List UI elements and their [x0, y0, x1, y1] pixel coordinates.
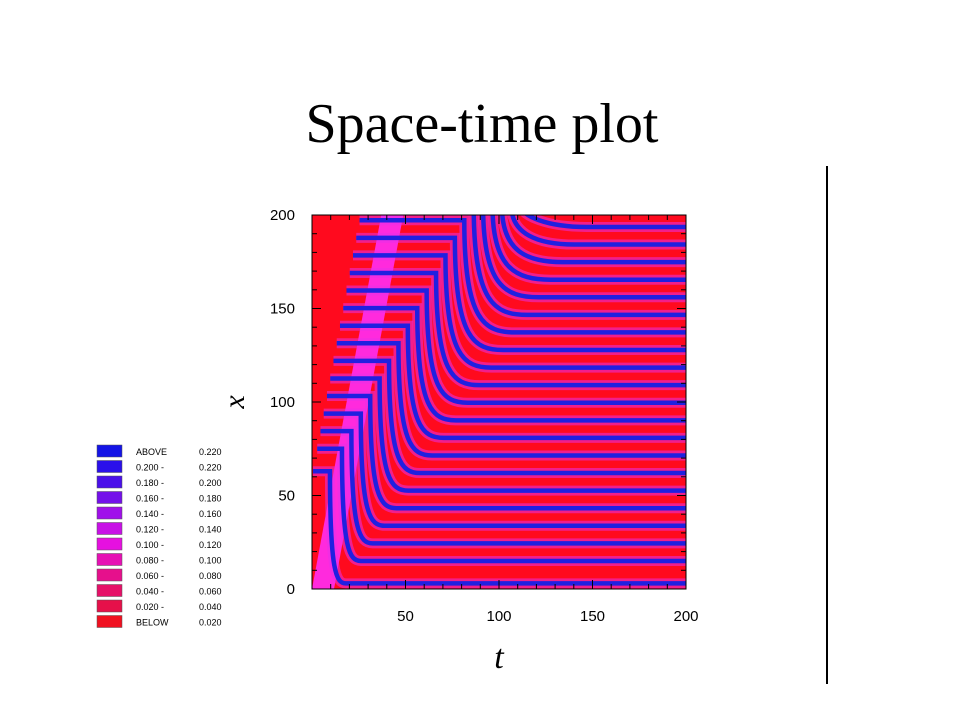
- legend-range-label: 0.160 -: [136, 494, 164, 504]
- legend-value-label: 0.160: [199, 509, 222, 519]
- stripe-core: [320, 428, 686, 546]
- legend-value-label: 0.120: [199, 540, 222, 550]
- stripe-core: [313, 468, 686, 586]
- legend-swatch: [96, 568, 123, 582]
- stripe-core: [330, 376, 686, 493]
- legend-value-label: 0.140: [199, 525, 222, 535]
- legend-value-label: 0.220: [199, 447, 222, 457]
- legend-value-label: 0.080: [199, 571, 222, 581]
- heatmap-field: [312, 215, 686, 589]
- x-tick-label: 100: [486, 608, 511, 625]
- legend-range-label: 0.040 -: [136, 587, 164, 597]
- x-tick-label: 150: [580, 608, 605, 625]
- legend-value-label: 0.100: [199, 556, 222, 566]
- stripe-core: [343, 305, 686, 423]
- stripe-core: [346, 288, 686, 405]
- legend-swatch: [96, 553, 123, 566]
- legend-value-label: 0.180: [199, 494, 222, 504]
- x-tick-label: 200: [673, 608, 698, 625]
- legend-range-label: 0.100 -: [136, 540, 164, 550]
- legend-swatch: [96, 475, 123, 489]
- legend-swatch: [96, 491, 123, 504]
- x-tick-labels: 50 100 150 200: [397, 608, 698, 625]
- legend-swatch: [96, 522, 123, 535]
- stripe-core: [326, 393, 686, 511]
- stripe-core: [524, 215, 686, 230]
- x-axis-label: t: [494, 639, 505, 676]
- y-tick-label: 100: [270, 394, 295, 411]
- legend-range-label: 0.020 -: [136, 602, 164, 612]
- stripe-core: [510, 215, 686, 247]
- stripe-core: [349, 270, 686, 388]
- stripe-core: [317, 446, 686, 564]
- legend-range-label: BELOW: [136, 618, 169, 628]
- legend-swatch: [96, 460, 123, 473]
- legend-range-label: 0.140 -: [136, 509, 164, 519]
- legend-swatch: [96, 537, 123, 551]
- y-tick-label: 200: [270, 207, 295, 224]
- legend-swatch: [96, 444, 123, 458]
- legend-range-label: ABOVE: [136, 447, 167, 457]
- stripe-core: [353, 253, 686, 370]
- y-tick-label: 150: [270, 301, 295, 318]
- legend-value-label: 0.020: [199, 618, 222, 628]
- color-legend: ABOVE 0.220 0.200 - 0.220 0.180 - 0.200 0.160 …: [96, 444, 222, 628]
- legend-value-label: 0.220: [199, 463, 222, 473]
- legend-swatch: [96, 599, 123, 613]
- legend-range-label: 0.120 -: [136, 525, 164, 535]
- stripe-core: [359, 217, 686, 335]
- legend-range-label: 0.200 -: [136, 463, 164, 473]
- stripe-core: [356, 235, 686, 353]
- stripe-core: [323, 411, 686, 529]
- legend-range-label: 0.180 -: [136, 478, 164, 488]
- legend-value-label: 0.060: [199, 587, 222, 597]
- stripe-core: [333, 358, 686, 476]
- legend-range-label: 0.060 -: [136, 571, 164, 581]
- legend-range-label: 0.080 -: [136, 556, 164, 566]
- y-tick-label: 50: [278, 488, 295, 505]
- stripe-core: [336, 341, 686, 458]
- stripe-core: [471, 215, 686, 318]
- legend-swatch: [96, 615, 123, 628]
- legend-swatch: [96, 506, 123, 520]
- legend-swatch: [96, 584, 123, 597]
- stripe-core: [339, 323, 686, 441]
- stripe-core: [481, 215, 686, 300]
- legend-value-label: 0.200: [199, 478, 222, 488]
- stripe-core: [500, 215, 686, 265]
- x-tick-label: 50: [397, 608, 414, 625]
- y-tick-labels: 0 50 100 150 200: [270, 207, 295, 598]
- axis-ticks: [311, 214, 687, 590]
- slide-title: Space-time plot: [305, 93, 659, 155]
- y-axis-label: x: [218, 395, 251, 410]
- legend-value-label: 0.040: [199, 602, 222, 612]
- slide-divider: [826, 166, 828, 684]
- y-tick-label: 0: [287, 581, 295, 598]
